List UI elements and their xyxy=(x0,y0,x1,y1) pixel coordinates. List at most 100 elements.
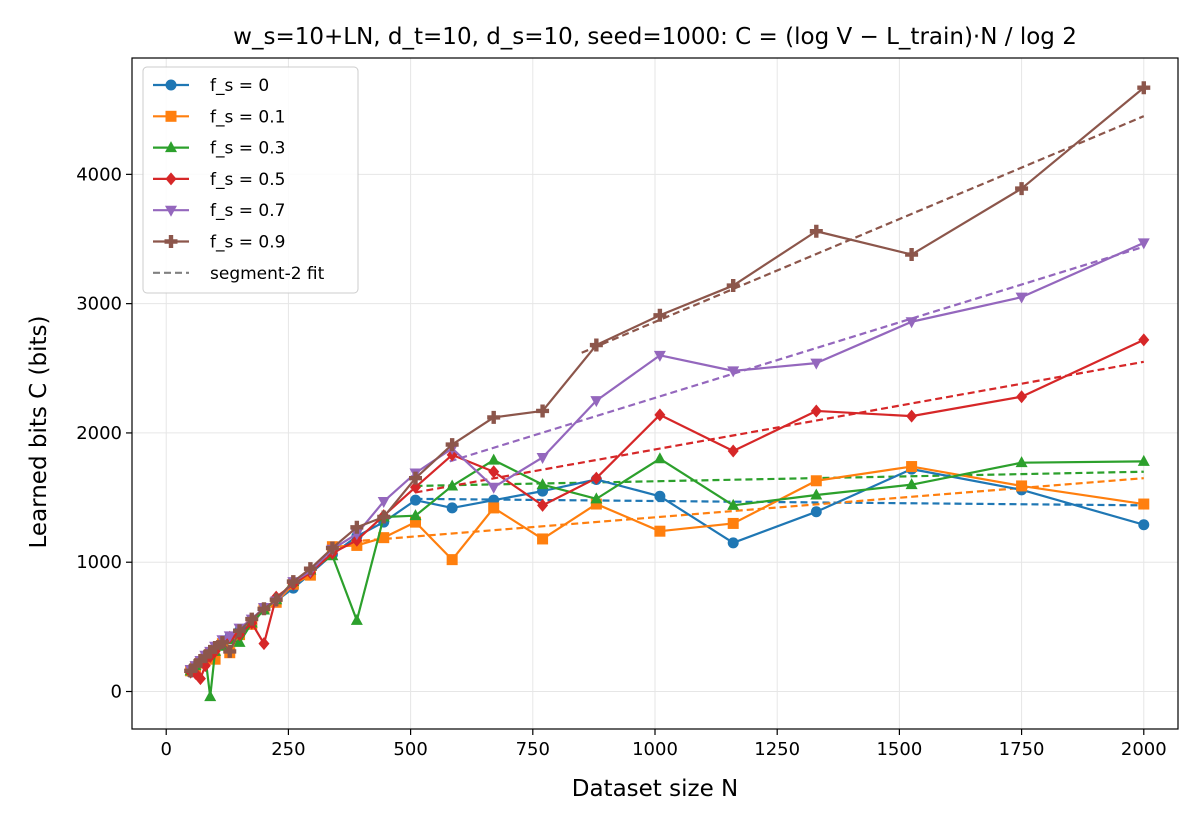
data-point xyxy=(906,409,918,423)
data-point xyxy=(377,496,390,508)
data-point xyxy=(198,650,212,664)
x-tick-label: 0 xyxy=(160,739,171,760)
x-tick-label: 1750 xyxy=(999,739,1045,760)
data-point xyxy=(189,659,203,673)
x-tick-label: 750 xyxy=(516,739,550,760)
data-point xyxy=(906,461,918,473)
data-point xyxy=(590,498,602,510)
data-point xyxy=(1137,81,1151,95)
legend-marker xyxy=(165,172,177,186)
legend-label: f_s = 0.3 xyxy=(210,139,285,159)
fit-line xyxy=(415,360,1144,494)
series-line xyxy=(189,468,1145,673)
axis-ticks: 0 250 500 750 1000 1250 1500 1750 2000 0 1000 2000 3… xyxy=(76,164,1167,760)
data-point xyxy=(257,602,271,616)
data-point xyxy=(653,308,667,322)
series-f-s-0 xyxy=(185,463,1150,678)
data-point xyxy=(446,554,458,566)
data-point xyxy=(350,529,363,541)
data-point xyxy=(1138,498,1150,510)
data-point xyxy=(653,350,666,362)
data-point xyxy=(488,465,500,479)
data-point xyxy=(537,498,549,512)
legend-item: f_s = 0.7 xyxy=(153,201,285,221)
data-point xyxy=(536,404,550,418)
y-tick-label: 2000 xyxy=(76,423,122,444)
y-tick-label: 1000 xyxy=(76,552,122,573)
chart-title: w_s=10+LN, d_t=10, d_s=10, seed=1000: C … xyxy=(233,24,1077,50)
data-point xyxy=(408,471,422,485)
y-tick-label: 3000 xyxy=(76,294,122,315)
data-point xyxy=(446,502,458,514)
data-point xyxy=(810,488,823,500)
data-point xyxy=(409,509,422,521)
data-point xyxy=(727,366,740,378)
series-line xyxy=(190,338,1145,680)
data-point xyxy=(654,490,666,502)
data-point xyxy=(1137,238,1150,250)
data-point xyxy=(223,644,237,658)
fit-lines xyxy=(351,115,1145,543)
y-axis-title: Learned bits C (bits) xyxy=(26,316,52,549)
data-point xyxy=(409,516,421,528)
legend-label: f_s = 0.1 xyxy=(210,107,285,127)
x-tick-label: 1250 xyxy=(754,739,800,760)
data-point xyxy=(810,475,822,487)
data-point xyxy=(258,637,270,651)
series-f-s-0-1 xyxy=(185,461,1150,677)
data-point xyxy=(223,631,236,643)
legend-item: f_s = 0.1 xyxy=(153,107,285,127)
data-point xyxy=(233,635,246,647)
legend-item: f_s = 0.3 xyxy=(153,139,285,159)
series-lines xyxy=(184,81,1151,702)
legend-item: f_s = 0.5 xyxy=(153,170,285,190)
legend-label: f_s = 0 xyxy=(210,76,269,96)
data-point xyxy=(203,644,217,658)
data-point xyxy=(590,492,603,504)
data-point xyxy=(204,690,217,702)
data-point xyxy=(726,279,740,293)
fit-line xyxy=(449,245,1145,463)
data-point xyxy=(303,562,317,576)
data-point xyxy=(409,494,421,506)
x-tick-label: 2000 xyxy=(1121,739,1167,760)
legend-box xyxy=(142,66,359,294)
legend-item: f_s = 0 xyxy=(153,76,269,96)
data-point xyxy=(810,404,822,418)
series-f-s-0-9 xyxy=(184,81,1151,678)
data-point xyxy=(377,510,391,524)
data-point xyxy=(233,624,247,638)
fit-line xyxy=(415,497,1144,507)
data-point xyxy=(487,482,500,494)
data-point xyxy=(1016,480,1028,492)
legend-label: segment-2 fit xyxy=(210,264,325,284)
data-point xyxy=(445,438,459,452)
y-tick-label: 0 xyxy=(111,682,122,703)
data-point xyxy=(1138,333,1150,347)
data-point xyxy=(589,338,603,352)
legend: f_s = 0 f_s = 0.1 f_s = 0.3 f_s = 0.5 f_s = … xyxy=(142,66,359,294)
fit-line xyxy=(581,115,1145,354)
data-point xyxy=(350,613,363,625)
x-tick-label: 250 xyxy=(271,739,305,760)
data-point xyxy=(727,444,739,458)
series-line xyxy=(189,241,1145,671)
x-tick-label: 1000 xyxy=(632,739,678,760)
data-point xyxy=(325,541,339,555)
legend-marker xyxy=(165,79,177,91)
data-point xyxy=(286,575,300,589)
data-point xyxy=(215,635,229,649)
data-point xyxy=(193,653,207,667)
data-point xyxy=(1015,182,1029,196)
legend-marker xyxy=(164,235,178,248)
data-point xyxy=(905,248,919,262)
data-point xyxy=(654,525,666,537)
data-point xyxy=(1015,456,1028,468)
data-point xyxy=(727,537,739,549)
data-point xyxy=(727,498,740,510)
data-point xyxy=(537,533,549,545)
fit-line xyxy=(415,470,1144,488)
series-line xyxy=(189,465,1144,672)
data-point xyxy=(1016,390,1028,404)
